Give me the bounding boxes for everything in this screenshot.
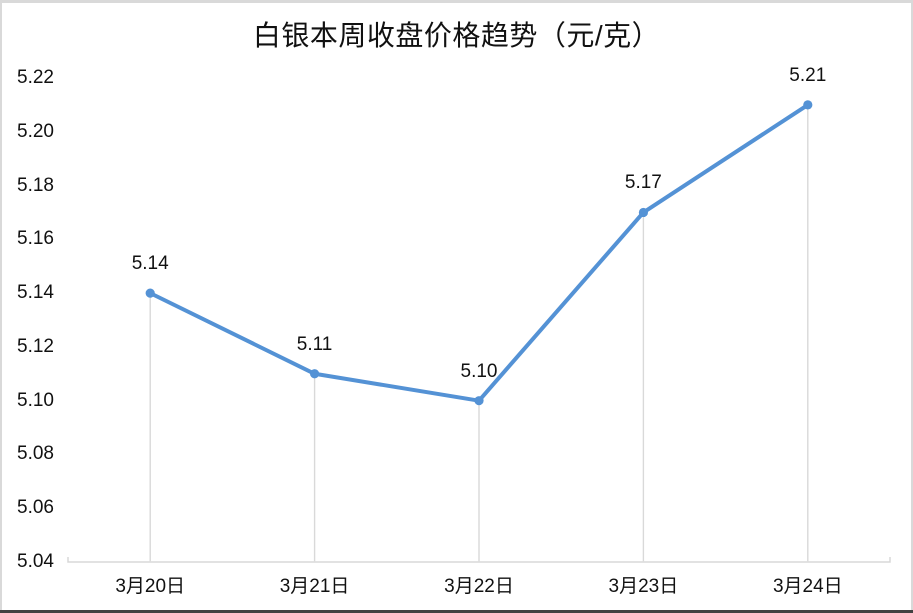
data-point-label: 5.10 [460,360,498,382]
data-point-marker [803,100,813,110]
x-axis-category-label: 3月24日 [772,576,843,597]
y-axis-tick-label: 5.22 [17,67,54,88]
x-axis-line [67,557,891,563]
x-axis-category-label: 3月21日 [279,576,350,597]
data-point-label: 5.14 [131,253,169,275]
data-point-marker [638,207,649,218]
x-axis-category-label: 3月23日 [608,576,679,597]
y-axis-tick-label: 5.06 [17,497,54,519]
y-axis-tick-label: 5.08 [17,443,54,465]
y-axis-tick-label: 5.16 [17,228,54,250]
data-point-label: 5.11 [296,333,333,355]
x-axis-category-label: 3月22日 [444,576,514,597]
y-axis-tick-label: 5.10 [17,389,54,411]
y-axis-tick-label: 5.18 [17,174,54,196]
series-line [148,102,810,403]
data-point-marker [310,369,320,379]
y-axis-tick-label: 5.04 [17,551,54,572]
y-axis-tick-label: 5.20 [17,120,54,142]
x-axis-category-label: 3月20日 [115,576,186,597]
data-point-label: 5.21 [789,64,827,86]
chart-title: 白银本周收盘价格趋势（元/克） [252,20,661,51]
y-axis-tick-label: 5.14 [17,282,54,304]
y-axis-tick-label: 5.12 [17,335,54,357]
data-point-marker [474,396,484,406]
data-point-label: 5.17 [624,172,662,194]
data-point-marker [145,288,155,298]
